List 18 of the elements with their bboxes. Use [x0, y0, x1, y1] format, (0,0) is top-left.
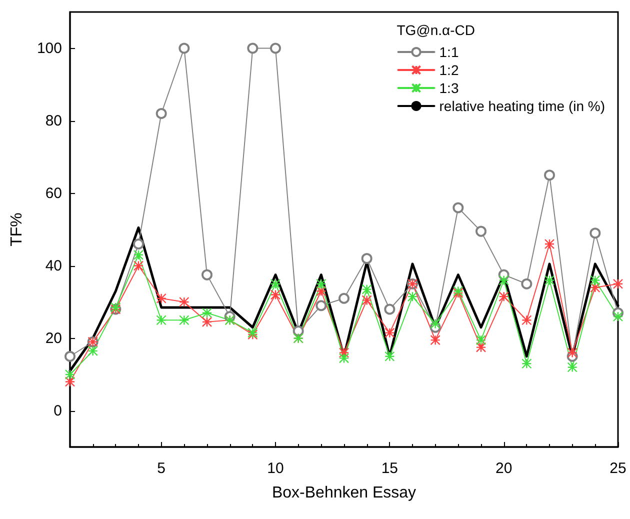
x-tick-label: 25	[610, 460, 626, 477]
x-tick-label: 5	[157, 460, 166, 477]
y-tick-label: 40	[45, 257, 62, 274]
legend-label: 1:2	[439, 62, 459, 78]
legend-label: relative heating time (in %)	[439, 98, 606, 114]
legend-title: TG@n.α-CD	[396, 22, 476, 38]
y-tick-label: 80	[45, 112, 62, 130]
x-tick-label: 15	[381, 460, 398, 477]
x-tick-label: 10	[267, 460, 284, 477]
x-axis-title: Box-Behnken Essay	[272, 484, 416, 502]
y-tick-label: 20	[45, 330, 62, 347]
y-axis-title: TF%	[8, 212, 26, 246]
x-tick-label: 20	[495, 460, 512, 477]
legend-label: 1:1	[439, 44, 459, 60]
y-tick-label: 60	[45, 184, 62, 202]
legend-label: 1:3	[439, 80, 459, 96]
y-tick-label: 100	[36, 40, 62, 57]
y-tick-label: 0	[54, 402, 62, 420]
